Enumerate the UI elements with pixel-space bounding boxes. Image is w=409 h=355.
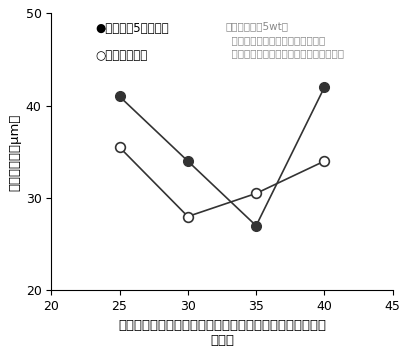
Text: ●：ショ糖5％水溶液: ●：ショ糖5％水溶液 <box>96 22 169 35</box>
Text: ○ショ糖無添加: ○ショ糖無添加 <box>96 49 148 62</box>
Y-axis label: 平均粒子径（μm）: 平均粒子径（μm） <box>8 113 21 191</box>
X-axis label: 乃化剤総量中のデカグリセリンオレイン酸エステルの割合
（％）: 乃化剤総量中のデカグリセリンオレイン酸エステルの割合 （％） <box>118 319 326 347</box>
Text: （乃化剤総量5wt％
  ：ソルビタンオレイン酸エステル
  ＋デカグリセリンオレイン酸エステル）: （乃化剤総量5wt％ ：ソルビタンオレイン酸エステル ＋デカグリセリンオレイン酸… <box>225 22 344 58</box>
